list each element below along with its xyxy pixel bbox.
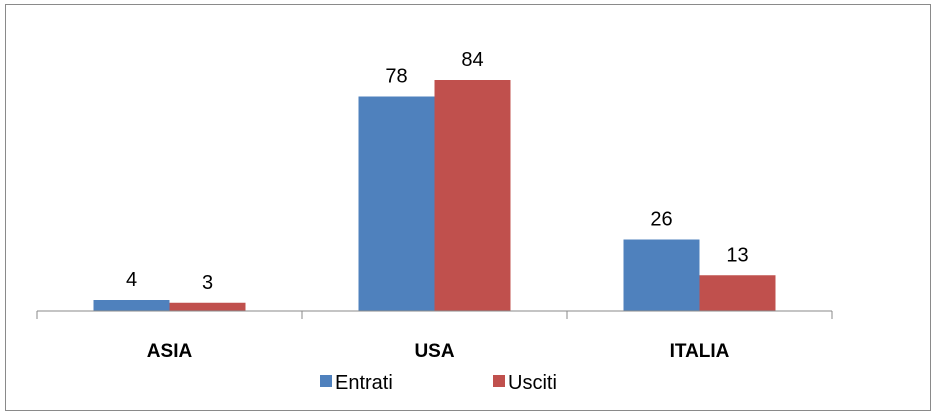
category-label-asia: ASIA <box>147 341 193 362</box>
bar-entrati-asia <box>93 300 170 311</box>
category-label-usa: USA <box>414 341 454 362</box>
x-axis: ASIA USA ITALIA <box>36 310 833 362</box>
data-label-entrati-asia: 4 <box>126 269 137 291</box>
data-label-entrati-usa: 78 <box>385 66 407 88</box>
bar-usciti-usa <box>434 80 511 311</box>
data-label-usciti-italia: 13 <box>726 244 748 266</box>
bar-entrati-usa <box>358 96 435 311</box>
legend: Entrati Usciti <box>320 372 557 394</box>
bar-entrati-italia <box>623 239 700 311</box>
data-label-usciti-usa: 84 <box>461 49 483 71</box>
bar-usciti-italia <box>699 275 776 311</box>
legend-label-entrati: Entrati <box>335 372 393 394</box>
data-label-usciti-asia: 3 <box>202 272 213 294</box>
data-labels-layer: 4 3 78 84 26 13 <box>126 49 749 294</box>
bar-usciti-asia <box>169 302 246 311</box>
category-label-italia: ITALIA <box>670 341 730 362</box>
legend-label-usciti: Usciti <box>508 372 557 394</box>
legend-swatch-usciti <box>493 375 505 387</box>
bars-layer <box>93 80 776 311</box>
legend-swatch-entrati <box>320 375 332 387</box>
data-label-entrati-italia: 26 <box>650 209 672 231</box>
